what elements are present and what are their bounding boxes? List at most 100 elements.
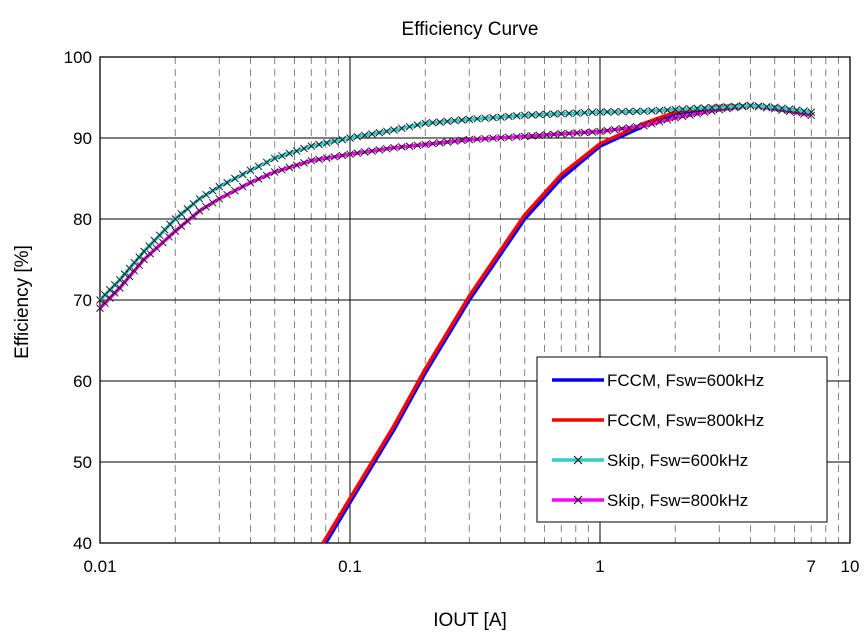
x-marker [542, 131, 551, 139]
x-marker [223, 178, 231, 187]
x-marker [443, 117, 452, 126]
x-marker [360, 148, 369, 156]
y-tick-label: 50 [73, 453, 92, 472]
x-marker [572, 109, 581, 117]
x-marker [603, 108, 612, 116]
x-marker [115, 284, 124, 292]
x-marker [580, 128, 589, 137]
x-marker [115, 275, 124, 284]
tick-labels: 0.01 0.1 1 7 10 40 50 60 70 80 90 100 [64, 48, 860, 576]
x-marker [202, 202, 210, 211]
x-marker [146, 249, 155, 258]
x-marker [177, 222, 186, 230]
x-tick-label: 7 [807, 557, 816, 576]
x-marker [165, 232, 173, 241]
x-marker [671, 113, 680, 122]
x-marker [520, 132, 529, 141]
x-marker [671, 105, 680, 114]
x-tick-label: 10 [841, 557, 860, 576]
x-tick-label: 1 [595, 557, 604, 576]
x-marker [550, 130, 558, 139]
legend-box [536, 356, 828, 523]
x-marker [640, 107, 648, 116]
x-marker [497, 113, 505, 121]
x-axis-label: IOUT [A] [433, 610, 507, 631]
x-marker [307, 156, 316, 165]
x-marker [792, 106, 801, 114]
x-marker [572, 129, 581, 137]
x-marker [125, 264, 134, 273]
x-marker [208, 198, 217, 207]
x-marker [678, 105, 687, 114]
x-marker [520, 111, 529, 120]
x-marker [215, 194, 224, 203]
x-marker [353, 149, 362, 157]
x-marker [535, 131, 544, 140]
x-marker [428, 118, 437, 127]
x-marker [647, 119, 656, 128]
x-marker [254, 162, 263, 171]
x-marker [270, 168, 279, 176]
x-marker [390, 143, 398, 152]
series-layer [96, 101, 816, 544]
x-marker [535, 110, 544, 119]
x-marker [346, 134, 354, 142]
x-marker [481, 114, 489, 123]
x-marker [353, 132, 362, 141]
x-marker [625, 107, 634, 116]
x-marker [686, 111, 694, 119]
x-marker [330, 152, 339, 161]
y-tick-label: 40 [73, 534, 92, 553]
x-marker [262, 171, 271, 180]
x-marker [368, 147, 376, 155]
x-marker [785, 105, 794, 114]
x-marker [158, 238, 167, 247]
legend-item: FCCM, Fsw=800kHz [552, 411, 764, 430]
x-marker [285, 163, 294, 172]
x-marker [557, 109, 566, 118]
x-marker [647, 107, 656, 115]
y-tick-label: 90 [73, 129, 92, 148]
x-marker [550, 110, 558, 118]
x-tick-label: 0.1 [338, 557, 362, 576]
legend-label: Skip, Fsw=600kHz [607, 451, 748, 470]
x-marker [120, 278, 129, 287]
x-marker [382, 144, 391, 153]
x-marker [465, 115, 474, 124]
x-marker [405, 122, 414, 131]
x-marker [528, 132, 536, 140]
x-marker [360, 131, 369, 140]
series-2 [96, 101, 816, 304]
x-marker [315, 155, 323, 164]
x-marker [189, 199, 198, 208]
x-marker [375, 128, 384, 137]
x-marker [189, 212, 198, 220]
x-marker [663, 106, 672, 114]
x-marker [231, 174, 239, 183]
y-tick-label: 100 [64, 48, 92, 67]
x-marker [663, 115, 672, 124]
x-marker [473, 114, 482, 123]
x-marker [542, 110, 551, 119]
x-marker [512, 132, 521, 141]
x-marker [610, 107, 619, 116]
chart-title: Efficiency Curve [402, 19, 539, 40]
x-marker [338, 135, 347, 144]
x-marker [135, 253, 144, 261]
legend-label: FCCM, Fsw=600kHz [607, 371, 764, 390]
x-marker [450, 137, 459, 146]
x-marker [731, 102, 739, 111]
x-marker [375, 146, 384, 154]
x-marker [693, 104, 702, 113]
legend-item: Skip, Fsw=800kHz [552, 491, 748, 510]
x-marker [770, 103, 779, 112]
x-marker [368, 130, 376, 138]
legend-item: Skip, Fsw=600kHz [552, 451, 748, 470]
x-marker [171, 215, 180, 223]
x-marker [238, 170, 247, 179]
x-marker [588, 128, 597, 136]
x-marker [405, 142, 414, 150]
x-marker [489, 113, 497, 122]
